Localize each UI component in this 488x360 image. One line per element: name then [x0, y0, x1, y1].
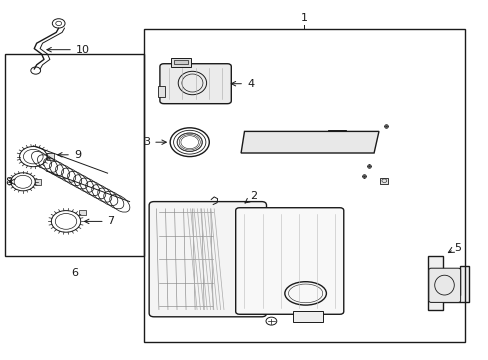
Bar [47, 153, 54, 160]
FancyBboxPatch shape [235, 208, 343, 314]
Text: 1: 1 [300, 13, 307, 23]
Bar [171, 58, 190, 67]
Text: 10: 10 [47, 45, 90, 55]
Polygon shape [427, 256, 468, 310]
Bar [327, 130, 346, 135]
Text: 9: 9 [58, 150, 81, 160]
Bar [79, 210, 86, 215]
Text: 8: 8 [5, 177, 12, 187]
Text: 7: 7 [84, 216, 115, 226]
Bar [158, 86, 165, 97]
Text: 2: 2 [244, 191, 257, 203]
Bar [173, 60, 188, 64]
Bar [5, 54, 144, 256]
Polygon shape [241, 131, 378, 153]
Bar [380, 178, 387, 184]
FancyBboxPatch shape [160, 64, 231, 104]
Text: 4: 4 [231, 79, 254, 89]
Bar [144, 29, 464, 342]
Bar [293, 311, 322, 322]
Bar [35, 179, 41, 185]
FancyBboxPatch shape [428, 268, 460, 302]
FancyBboxPatch shape [149, 202, 266, 317]
Text: 6: 6 [71, 268, 78, 278]
Text: 5: 5 [453, 243, 460, 253]
Text: 3: 3 [143, 137, 166, 147]
